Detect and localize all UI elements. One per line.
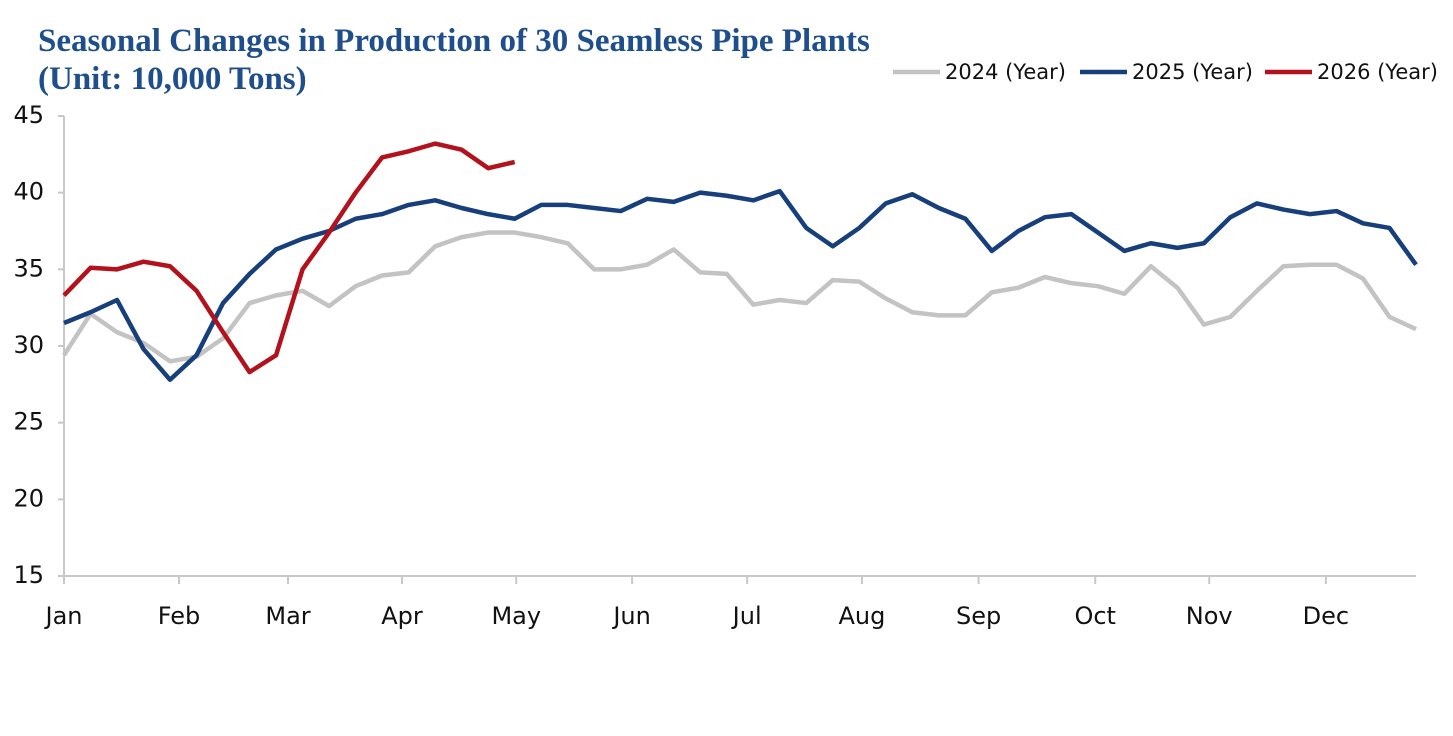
x-tick-label: Apr: [381, 602, 423, 630]
legend-label: 2026 (Year): [1317, 60, 1438, 84]
y-tick-label: 20: [13, 484, 44, 512]
series-line: [62, 230, 1417, 364]
x-tick-label: May: [491, 602, 541, 630]
x-tick-label: Mar: [265, 602, 310, 630]
y-tick-label: 15: [13, 561, 44, 589]
x-tick-label: Oct: [1074, 602, 1116, 630]
chart-title: Seasonal Changes in Production of 30 Sea…: [38, 23, 870, 97]
x-tick-label: Sep: [956, 602, 1001, 630]
y-tick-label: 30: [13, 331, 44, 359]
x-tick-label: Dec: [1303, 602, 1349, 630]
x-tick-label: Jun: [611, 602, 651, 630]
x-tick-label: Aug: [839, 602, 886, 630]
y-tick-label: 40: [13, 178, 44, 206]
y-tick-label: 35: [13, 254, 44, 282]
legend-label: 2025 (Year): [1132, 60, 1253, 84]
series-line: [62, 141, 516, 375]
x-tick-label: Jul: [731, 602, 762, 630]
y-tick-label: 25: [13, 408, 44, 436]
legend-label: 2024 (Year): [945, 60, 1066, 84]
x-tick-label: Feb: [158, 602, 201, 630]
x-tick-label: Jan: [44, 602, 83, 630]
y-tick-label: 45: [13, 101, 44, 129]
x-tick-label: Nov: [1186, 602, 1233, 630]
series-line: [63, 188, 1418, 382]
